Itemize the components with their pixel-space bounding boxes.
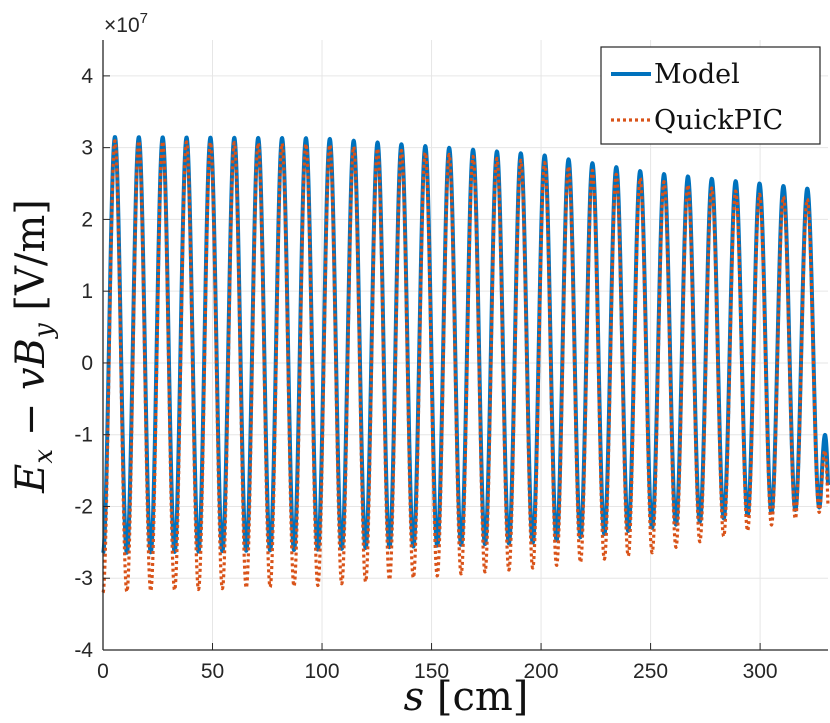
y-tick-label-7: 3 <box>81 137 93 160</box>
y-tick-label-6: 2 <box>81 208 93 231</box>
y-exponent-label: ×107 <box>104 10 148 37</box>
legend-label-quickpic: QuickPIC <box>654 105 783 136</box>
x-axis-label: s [cm] <box>404 674 529 720</box>
x-tick-label-2: 100 <box>305 660 340 683</box>
x-tick-label-5: 250 <box>633 660 668 683</box>
y-tick-label-4: 0 <box>81 352 93 375</box>
axes <box>102 40 828 651</box>
x-tick-label-1: 50 <box>201 660 224 683</box>
y-tick-label-0: -4 <box>74 639 93 662</box>
x-tick-label-6: 300 <box>743 660 778 683</box>
series-layer <box>101 135 830 594</box>
y-tick-label-5: 1 <box>81 280 93 303</box>
y-tick-label-2: -2 <box>74 495 93 518</box>
legend-box <box>600 46 821 145</box>
x-tick-label-3: 150 <box>414 660 449 683</box>
y-tick-label-3: -1 <box>74 424 93 447</box>
series-quickpic-line <box>101 139 830 594</box>
y-axis-label: Ex − vBy [V/m] <box>8 199 59 494</box>
legend: Model QuickPIC <box>600 46 821 145</box>
legend-label-model: Model <box>654 59 740 90</box>
x-tick-label-4: 200 <box>524 660 559 683</box>
x-tick-label-0: 0 <box>97 660 109 683</box>
tick-labels: 0 50 100 150 200 250 300 -4 -3 -2 -1 0 1 2 3 4 <box>74 65 777 683</box>
y-tick-label-1: -3 <box>74 567 93 590</box>
y-tick-label-8: 4 <box>81 65 93 88</box>
